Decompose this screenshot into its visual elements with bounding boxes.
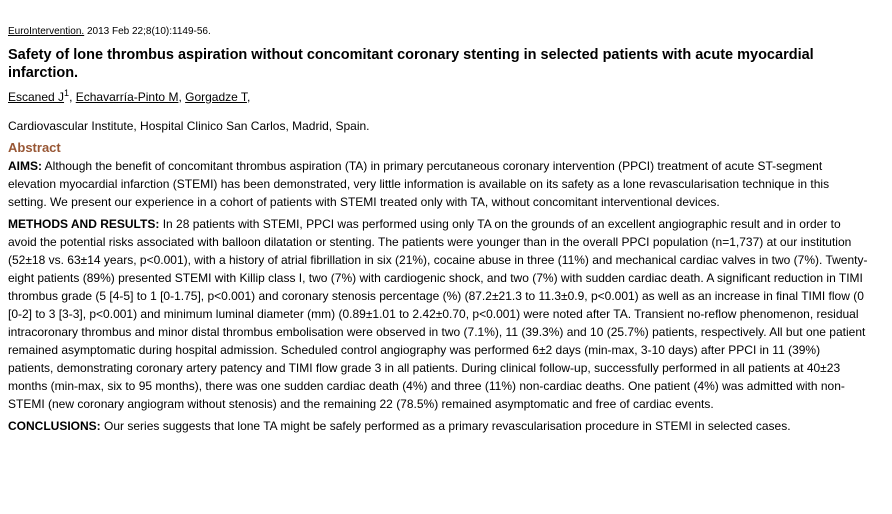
section-label: CONCLUSIONS:	[8, 419, 101, 433]
author-affiliation-number: 1	[64, 88, 70, 98]
section-text: Although the benefit of concomitant thro…	[8, 159, 830, 209]
author-link[interactable]: Echavarría-Pinto M	[75, 90, 179, 104]
authors: Escaned J1, Echavarría-Pinto M, Gorgadze…	[8, 88, 251, 104]
section-label: METHODS AND RESULTS:	[8, 217, 160, 231]
journal-link[interactable]: EuroIntervention.	[8, 26, 85, 37]
title: Safety of lone thrombus aspiration witho…	[8, 47, 814, 81]
abstract: AIMS: Although the benefit of concomitan…	[8, 157, 868, 439]
abstract-section: CONCLUSIONS: Our series suggests that lo…	[8, 417, 868, 435]
author-link[interactable]: Escaned J	[8, 90, 65, 104]
citation: EuroIntervention. 2013 Feb 22;8(10):1149…	[8, 26, 211, 37]
author-link[interactable]: Gorgadze T	[185, 90, 247, 104]
citation-details: 2013 Feb 22;8(10):1149-56.	[86, 26, 211, 37]
abstract-section: METHODS AND RESULTS: In 28 patients with…	[8, 215, 868, 413]
section-label: AIMS:	[8, 159, 42, 173]
abstract-heading: Abstract	[8, 140, 61, 155]
section-text: Our series suggests that lone TA might b…	[104, 419, 791, 433]
affiliation: Cardiovascular Institute, Hospital Clini…	[8, 119, 370, 133]
section-text: In 28 patients with STEMI, PPCI was perf…	[8, 217, 868, 411]
abstract-section: AIMS: Although the benefit of concomitan…	[8, 157, 868, 211]
